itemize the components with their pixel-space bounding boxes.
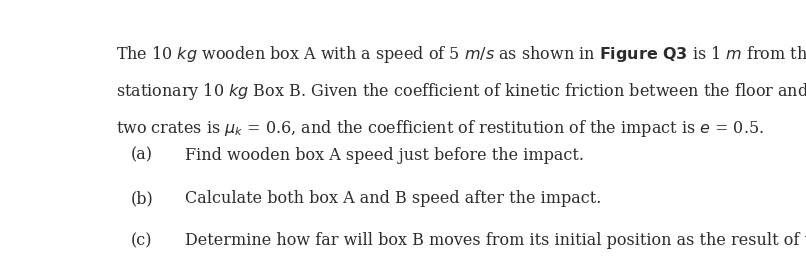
Text: two crates is $\it{\mu_{k}}$ = 0.6, and the coefficient of restitution of the im: two crates is $\it{\mu_{k}}$ = 0.6, and … [116, 118, 764, 139]
Text: The 10 $\it{kg}$ wooden box A with a speed of 5 $\it{m/s}$ as shown in $\mathbf{: The 10 $\it{kg}$ wooden box A with a spe… [116, 44, 806, 65]
Text: stationary 10 $\it{kg}$ Box B. Given the coefficient of kinetic friction between: stationary 10 $\it{kg}$ Box B. Given the… [116, 81, 806, 102]
Text: Find wooden box A speed just before the impact.: Find wooden box A speed just before the … [185, 147, 584, 164]
Text: (a): (a) [131, 147, 152, 164]
Text: (b): (b) [131, 190, 153, 207]
Text: (c): (c) [131, 232, 152, 249]
Text: Determine how far will box B moves from its initial position as the result of th: Determine how far will box B moves from … [185, 232, 806, 249]
Text: Calculate both box A and B speed after the impact.: Calculate both box A and B speed after t… [185, 190, 601, 207]
